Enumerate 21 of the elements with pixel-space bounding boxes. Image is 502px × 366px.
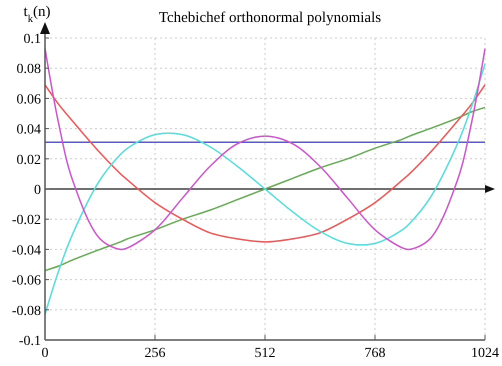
y-tick-label: 0.02 <box>16 152 41 168</box>
y-tick-label: -0.02 <box>12 213 41 228</box>
y-axis-title: t$_{k}$(n) <box>24 4 50 24</box>
y-tick-label: 0.06 <box>16 92 41 108</box>
y-tick-label: 0 <box>34 183 41 198</box>
chart-title: Tchebichef orthonormal polynomials <box>158 10 382 26</box>
y-tick-label: -0.06 <box>12 274 41 289</box>
y-tick-label: -0.1 <box>18 334 41 349</box>
x-tick-label: 256 <box>144 346 166 361</box>
x-tick-label: 1024 <box>471 346 499 361</box>
y-tick-label: -0.04 <box>12 243 41 258</box>
line-series <box>44 106 486 272</box>
y-tick-label: 0.1 <box>24 32 41 47</box>
y-tick-label: -0.08 <box>12 304 41 319</box>
y-tick-label: 0.04 <box>16 122 41 138</box>
line-series <box>44 62 486 316</box>
x-tick-label: 768 <box>364 346 386 361</box>
x-tick-label: 512 <box>254 346 276 361</box>
line-series <box>44 48 486 250</box>
line-series <box>44 84 486 243</box>
y-tick-label: 0.08 <box>16 62 41 78</box>
